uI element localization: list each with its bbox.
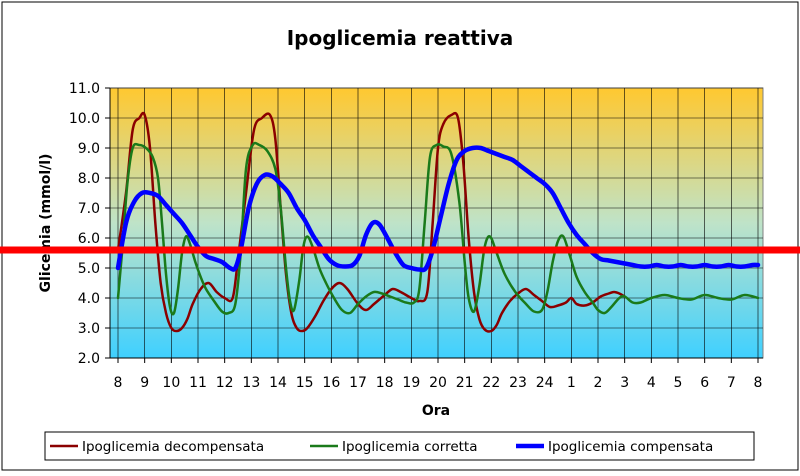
- series-line-decompensata: [116, 111, 626, 333]
- legend: Ipoglicemia decompensata Ipoglicemia cor…: [44, 431, 755, 461]
- x-tick-label: 20: [429, 375, 447, 391]
- x-axis-ticks: 8 9 10 11 12 13 14 15 16 17 18 19 20 21 22 23 24 1 2 3 4 5 6 7 8: [114, 358, 763, 391]
- x-tick-label: 17: [349, 375, 367, 391]
- legend-box: [44, 431, 755, 461]
- y-tick-label: 5.0: [78, 261, 100, 277]
- y-tick-label: 7.0: [78, 201, 100, 217]
- legend-item-compensata: Ipoglicemia compensata: [516, 439, 713, 455]
- x-tick-label: 11: [189, 375, 207, 391]
- x-tick-label: 14: [269, 375, 287, 391]
- y-tick-label: 11.0: [69, 81, 100, 97]
- plot-area: [109, 87, 764, 359]
- y-tick-label: 2.0: [78, 351, 100, 367]
- x-axis-label: Ora: [422, 403, 450, 419]
- x-tick-label: 10: [162, 375, 180, 391]
- chart-title: Ipoglicemia reattiva: [287, 26, 514, 50]
- legend-item-decompensata: Ipoglicemia decompensata: [50, 439, 264, 455]
- legend-label-decompensata: Ipoglicemia decompensata: [82, 439, 264, 455]
- x-tick-label: 3: [620, 375, 629, 391]
- y-tick-label: 9.0: [78, 141, 100, 157]
- x-tick-label: 12: [216, 375, 234, 391]
- legend-label-compensata: Ipoglicemia compensata: [548, 439, 713, 455]
- x-tick-label: 7: [727, 375, 736, 391]
- x-tick-label: 8: [114, 375, 123, 391]
- x-tick-label: 23: [509, 375, 527, 391]
- y-tick-label: 8.0: [78, 171, 100, 187]
- y-axis-ticks: 2.0 3.0 4.0 5.0 6.0 7.0 8.0 9.0 10.0 11.0: [69, 81, 110, 367]
- x-tick-label: 13: [242, 375, 260, 391]
- x-tick-label: 15: [296, 375, 314, 391]
- x-tick-label: 4: [647, 375, 656, 391]
- x-tick-label: 18: [376, 375, 394, 391]
- y-tick-label: 3.0: [78, 321, 100, 337]
- y-tick-label: 4.0: [78, 291, 100, 307]
- x-tick-label: 6: [700, 375, 709, 391]
- x-tick-label: 16: [322, 375, 340, 391]
- x-tick-label: 8: [754, 375, 763, 391]
- x-tick-label: 2: [594, 375, 603, 391]
- x-tick-label: 5: [674, 375, 683, 391]
- y-tick-label: 10.0: [69, 111, 100, 127]
- x-tick-label: 22: [482, 375, 500, 391]
- legend-label-corretta: Ipoglicemia corretta: [342, 439, 478, 455]
- y-tick-label: 6.0: [78, 231, 100, 247]
- y-axis-label: Glicemia (mmol/l): [38, 154, 54, 293]
- x-tick-label: 21: [456, 375, 474, 391]
- x-tick-label: 19: [402, 375, 420, 391]
- x-tick-label: 9: [140, 375, 149, 391]
- legend-item-corretta: Ipoglicemia corretta: [310, 439, 478, 455]
- x-tick-label: 1: [567, 375, 576, 391]
- x-tick-label: 24: [536, 375, 554, 391]
